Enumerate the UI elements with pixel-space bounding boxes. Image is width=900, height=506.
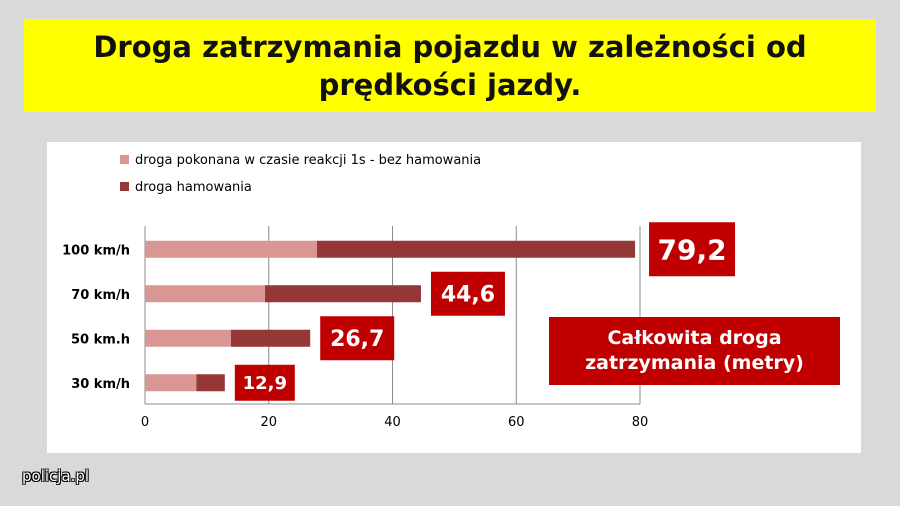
reaction-distance-bar	[145, 374, 197, 392]
total-value-box	[320, 316, 395, 361]
braking-distance-bar	[231, 329, 311, 347]
category-label: 30 km/h	[71, 377, 130, 392]
total-value-box	[649, 222, 736, 277]
legend-swatch	[120, 155, 129, 164]
braking-distance-bar	[196, 374, 225, 392]
category-label: 50 km.h	[71, 332, 130, 347]
total-value-label: 79,2	[658, 233, 727, 266]
x-tick-label: 40	[384, 415, 401, 430]
annotation-text: Całkowita droga zatrzymania (metry)	[585, 327, 804, 374]
x-tick-label: 80	[632, 415, 649, 430]
x-tick-label: 60	[508, 415, 525, 430]
title-banner: Droga zatrzymania pojazdu w zależności o…	[24, 19, 876, 112]
reaction-distance-bar	[145, 285, 266, 303]
x-tick-label: 20	[260, 415, 277, 430]
total-value-label: 12,9	[243, 373, 287, 394]
page-title: Droga zatrzymania pojazdu w zależności o…	[93, 29, 807, 102]
braking-distance-bar	[265, 285, 421, 303]
legend-swatch	[120, 182, 129, 191]
total-value-box	[430, 271, 505, 316]
total-value-label: 26,7	[330, 327, 384, 352]
reaction-distance-bar	[145, 240, 318, 258]
legend-label: droga hamowania	[135, 180, 252, 195]
legend-label: droga pokonana w czasie reakcji 1s - bez…	[135, 153, 481, 168]
source-watermark: policja.pl	[22, 467, 90, 485]
category-label: 70 km/h	[71, 288, 130, 303]
category-label: 100 km/h	[62, 243, 130, 258]
x-tick-label: 0	[141, 415, 149, 430]
stacked-bar-chart: 0 20 40 60 80 droga pokonana w czasie reakcji…	[62, 153, 736, 430]
total-value-label: 44,6	[441, 283, 495, 308]
braking-distance-bar	[317, 240, 636, 258]
chart-panel: 0 20 40 60 80 droga pokonana w czasie reakcji…	[47, 142, 861, 453]
reaction-distance-bar	[145, 329, 232, 347]
total-value-box	[234, 364, 295, 401]
total-distance-annotation: Całkowita droga zatrzymania (metry)	[549, 317, 840, 385]
